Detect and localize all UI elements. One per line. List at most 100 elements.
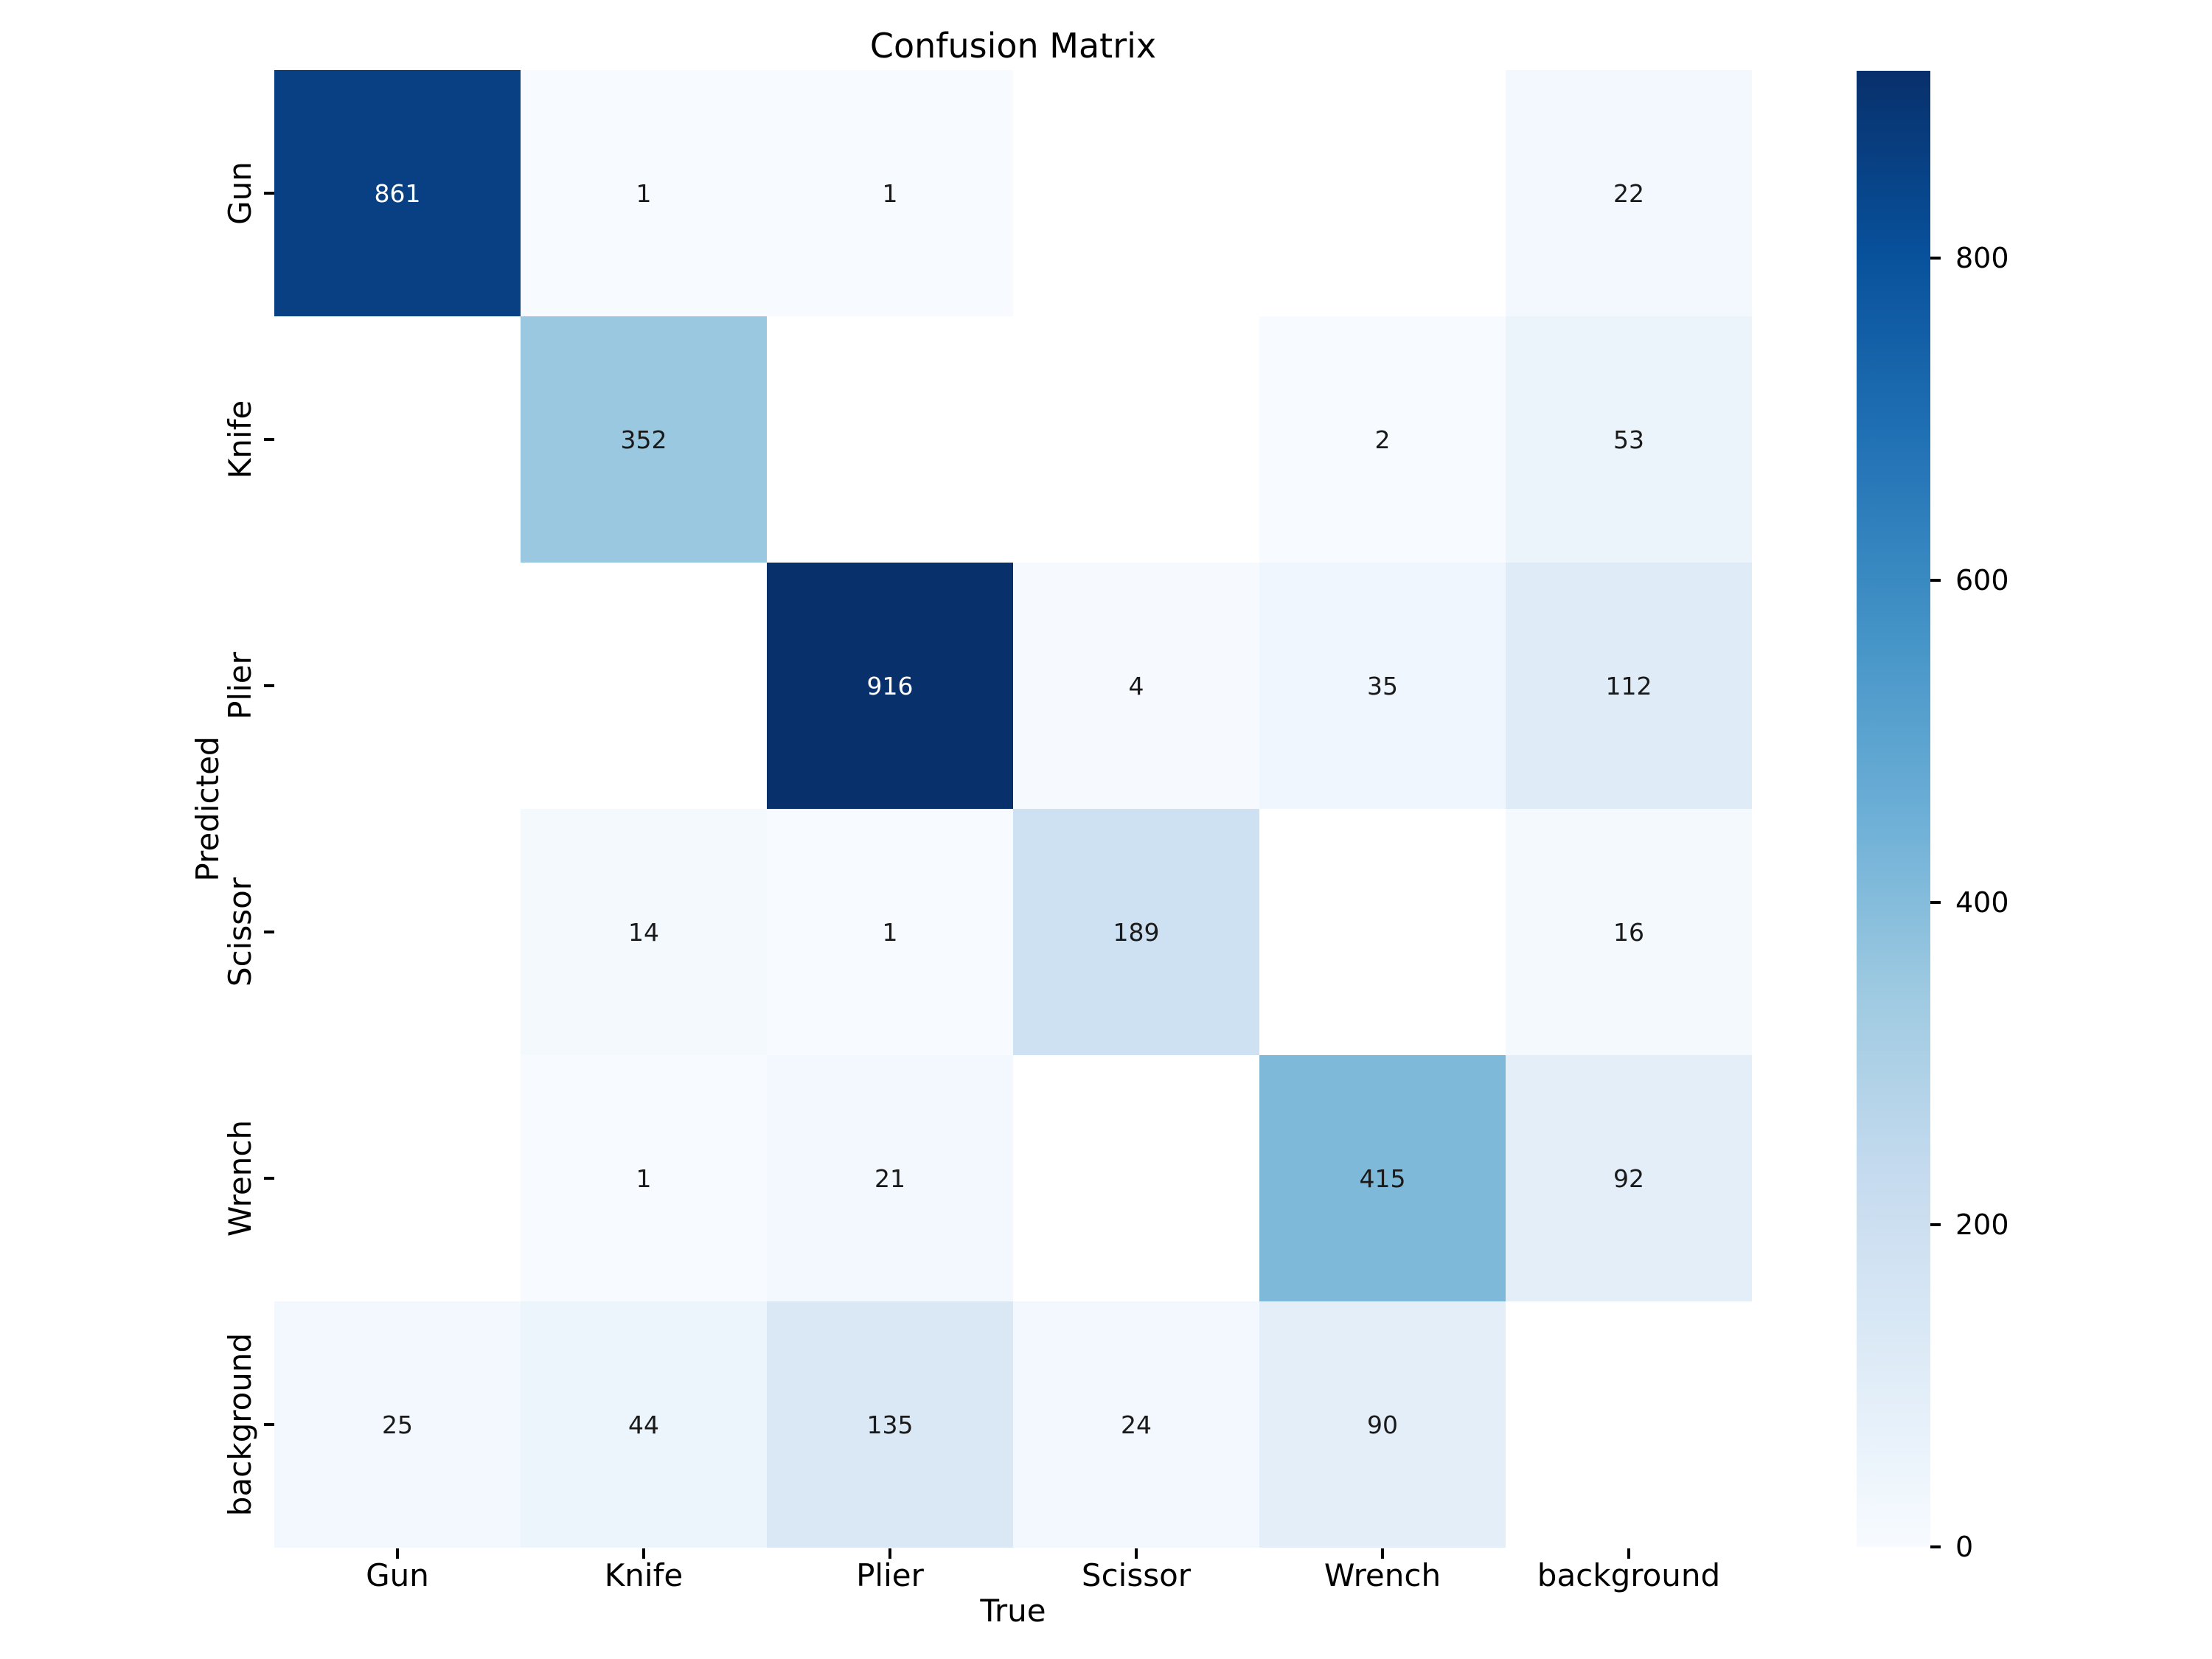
heatmap-cell: 1 bbox=[521, 1055, 767, 1301]
x-tick-label: Plier bbox=[856, 1557, 924, 1593]
x-tick-label: Scissor bbox=[1081, 1557, 1192, 1593]
y-tick-label: background bbox=[222, 1332, 258, 1517]
cell-value: 21 bbox=[874, 1164, 905, 1193]
tick-mark bbox=[1135, 1548, 1138, 1559]
heatmap-cell bbox=[767, 316, 1013, 563]
x-axis-label: True bbox=[980, 1593, 1046, 1629]
heatmap-cell bbox=[274, 809, 521, 1055]
heatmap-cell: 415 bbox=[1259, 1055, 1506, 1301]
tick-mark bbox=[396, 1548, 399, 1559]
heatmap-cell: 1 bbox=[767, 809, 1013, 1055]
heatmap-cell: 92 bbox=[1506, 1055, 1752, 1301]
cell-value: 24 bbox=[1121, 1410, 1152, 1439]
heatmap-cell bbox=[274, 563, 521, 809]
heatmap-cell bbox=[1259, 809, 1506, 1055]
cell-value: 415 bbox=[1359, 1164, 1406, 1193]
cell-value: 14 bbox=[628, 917, 659, 947]
cell-value: 112 bbox=[1605, 671, 1652, 700]
heatmap-cell: 14 bbox=[521, 809, 767, 1055]
colorbar-tick-label: 800 bbox=[1955, 241, 2009, 274]
cell-value: 16 bbox=[1613, 917, 1644, 947]
heatmap-cell: 352 bbox=[521, 316, 767, 563]
tick-mark bbox=[264, 192, 274, 195]
heatmap-cell: 22 bbox=[1506, 70, 1752, 316]
y-axis-label: Predicted bbox=[189, 736, 226, 882]
chart-title: Confusion Matrix bbox=[869, 26, 1157, 66]
colorbar-tick-label: 200 bbox=[1955, 1208, 2009, 1241]
heatmap-cell bbox=[274, 316, 521, 563]
heatmap-cell: 2 bbox=[1259, 316, 1506, 563]
cell-value: 25 bbox=[382, 1410, 413, 1439]
cell-value: 352 bbox=[620, 425, 667, 454]
tick-mark bbox=[264, 684, 274, 687]
heatmap-cell: 916 bbox=[767, 563, 1013, 809]
x-tick-label: Knife bbox=[604, 1557, 684, 1593]
cell-value: 35 bbox=[1367, 671, 1398, 700]
heatmap-cell bbox=[274, 1055, 521, 1301]
colorbar-gradient bbox=[1857, 71, 1930, 1547]
heatmap-cell: 25 bbox=[274, 1301, 521, 1548]
y-tick-label: Wrench bbox=[222, 1119, 258, 1237]
tick-mark bbox=[1930, 1222, 1941, 1226]
heatmap-cell: 4 bbox=[1013, 563, 1259, 809]
cell-value: 22 bbox=[1613, 178, 1644, 208]
cell-value: 1 bbox=[636, 1164, 652, 1193]
y-tick-label: Knife bbox=[222, 400, 258, 479]
tick-mark bbox=[1930, 256, 1941, 260]
heatmap-cell bbox=[1013, 1055, 1259, 1301]
y-tick-label: Plier bbox=[222, 652, 258, 720]
x-tick-label: Gun bbox=[366, 1557, 429, 1593]
cell-value: 2 bbox=[1374, 425, 1391, 454]
cell-value: 92 bbox=[1613, 1164, 1644, 1193]
heatmap-cell: 90 bbox=[1259, 1301, 1506, 1548]
x-tick-label: background bbox=[1537, 1557, 1721, 1593]
heatmap-cell: 189 bbox=[1013, 809, 1259, 1055]
heatmap-cell bbox=[521, 563, 767, 809]
cell-value: 53 bbox=[1613, 425, 1644, 454]
heatmap-cell: 16 bbox=[1506, 809, 1752, 1055]
tick-mark bbox=[1627, 1548, 1630, 1559]
heatmap-cell bbox=[1013, 70, 1259, 316]
cell-value: 4 bbox=[1128, 671, 1144, 700]
heatmap-cell: 44 bbox=[521, 1301, 767, 1548]
cell-value: 916 bbox=[866, 671, 914, 700]
x-tick-label: Wrench bbox=[1324, 1557, 1441, 1593]
y-tick-label: Scissor bbox=[222, 877, 258, 987]
tick-mark bbox=[264, 1177, 274, 1180]
cell-value: 44 bbox=[628, 1410, 659, 1439]
heatmap-cell: 53 bbox=[1506, 316, 1752, 563]
heatmap-cell: 112 bbox=[1506, 563, 1752, 809]
tick-mark bbox=[1930, 578, 1941, 582]
cell-value: 189 bbox=[1113, 917, 1160, 947]
cell-value: 135 bbox=[866, 1410, 914, 1439]
heatmap-cell: 135 bbox=[767, 1301, 1013, 1548]
heatmap-cell bbox=[1259, 70, 1506, 316]
colorbar-tick-label: 600 bbox=[1955, 563, 2009, 597]
heatmap-cell: 21 bbox=[767, 1055, 1013, 1301]
tick-mark bbox=[264, 931, 274, 933]
cell-value: 1 bbox=[882, 917, 898, 947]
heatmap-cell: 35 bbox=[1259, 563, 1506, 809]
heatmap-cell bbox=[1013, 316, 1259, 563]
tick-mark bbox=[1930, 900, 1941, 904]
heatmap-cell: 1 bbox=[521, 70, 767, 316]
cell-value: 1 bbox=[636, 178, 652, 208]
tick-mark bbox=[642, 1548, 645, 1559]
colorbar-tick-label: 0 bbox=[1955, 1531, 1974, 1563]
heatmap-cell: 861 bbox=[274, 70, 521, 316]
colorbar-tick-label: 400 bbox=[1955, 886, 2009, 919]
heatmap-cell: 24 bbox=[1013, 1301, 1259, 1548]
tick-mark bbox=[264, 438, 274, 441]
tick-mark bbox=[1381, 1548, 1384, 1559]
heatmap-cell bbox=[1506, 1301, 1752, 1548]
tick-mark bbox=[264, 1423, 274, 1426]
cell-value: 1 bbox=[882, 178, 898, 208]
y-tick-label: Gun bbox=[222, 161, 258, 225]
cell-value: 861 bbox=[374, 178, 421, 208]
tick-mark bbox=[1930, 1545, 1941, 1548]
heatmap-grid: 861 1 1 22 352 2 53 916 4 35 112 14 1 189 16 1 21 415 92 25… bbox=[274, 70, 1752, 1548]
tick-mark bbox=[888, 1548, 891, 1559]
heatmap-cell: 1 bbox=[767, 70, 1013, 316]
cell-value: 90 bbox=[1367, 1410, 1398, 1439]
